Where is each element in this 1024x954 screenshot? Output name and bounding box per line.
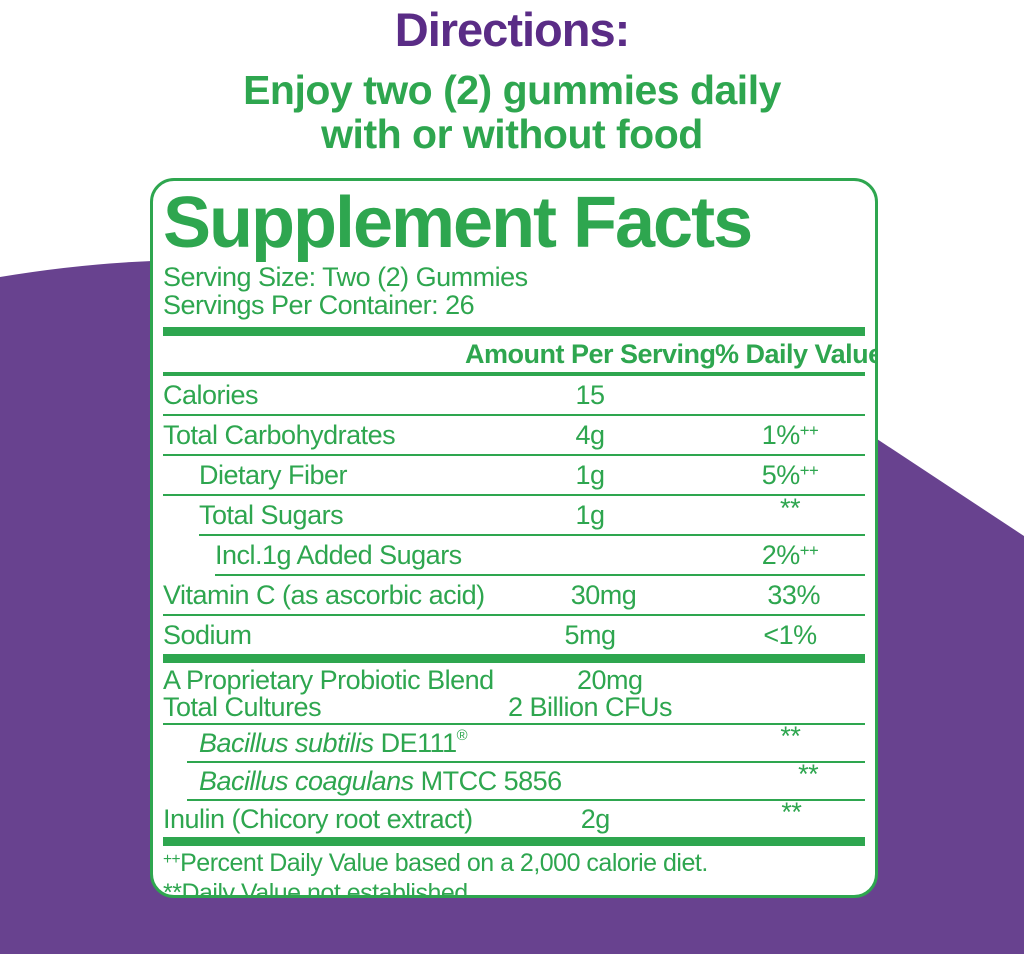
thin-divider-indented	[215, 574, 865, 576]
directions-text-line2: with or without food	[321, 111, 703, 157]
row-amount: 4g	[575, 419, 605, 450]
row-dv: 5%++	[715, 460, 865, 491]
directions-heading: Directions:	[394, 3, 631, 56]
row-amount: 15	[575, 379, 605, 410]
thin-divider	[163, 723, 865, 725]
table-row-sodium: Sodium 5mg <1%	[163, 616, 865, 654]
thick-divider	[163, 837, 865, 846]
row-amount: 1g	[575, 499, 605, 530]
row-dv: **	[718, 797, 865, 835]
row-name: Sodium	[163, 619, 252, 650]
directions-section: Directions: Enjoy two (2) gummies daily …	[0, 0, 1024, 157]
row-name: Bacillus subtilis DE111®	[163, 727, 468, 759]
footnote-marker: **	[163, 879, 182, 898]
row-dv: <1%	[763, 619, 817, 650]
thin-divider	[163, 414, 865, 416]
thick-divider	[163, 327, 865, 336]
dv-value: 2%	[761, 539, 801, 570]
row-name: Total Sugars	[199, 499, 344, 530]
strain-name: MTCC 5856	[413, 765, 563, 796]
table-row-calories: Calories 15	[163, 376, 865, 414]
thin-divider	[163, 614, 865, 616]
table-row-vitamin-c: Vitamin C (as ascorbic acid) 30mg 33%	[163, 576, 865, 614]
row-amount: 1g	[575, 459, 605, 490]
table-row-inulin: Inulin (Chicory root extract) 2g **	[163, 797, 865, 837]
footnote-text: Percent Daily Value based on a 2,000 cal…	[180, 849, 708, 877]
supplement-facts-title: Supplement Facts	[163, 183, 753, 263]
medium-divider	[163, 372, 865, 376]
table-row-added-sugars: Incl.1g Added Sugars 2%++	[163, 536, 865, 574]
thin-divider-indented	[187, 799, 865, 801]
row-dv: 33%	[767, 579, 820, 610]
dv-value: 1%	[761, 419, 801, 450]
thin-divider	[163, 454, 865, 456]
dv-footnote-marker: ++	[799, 460, 819, 480]
footnotes-section: ++Percent Daily Value based on a 2,000 c…	[163, 850, 865, 898]
row-name: Incl.1g Added Sugars	[215, 539, 462, 570]
row-name: Calories	[163, 379, 259, 410]
thick-divider	[163, 654, 865, 663]
servings-per-container: Servings Per Container: 26	[163, 290, 475, 320]
table-row-total-carbohydrates: Total Carbohydrates 4g 1%++	[163, 416, 865, 454]
row-dv: 2%++	[715, 540, 865, 571]
serving-size: Serving Size: Two (2) Gummies	[163, 262, 528, 292]
thin-divider	[163, 494, 865, 496]
table-header-row: Amount Per Serving % Daily Value	[163, 336, 878, 372]
directions-text-line1: Enjoy two (2) gummies daily	[243, 67, 781, 113]
species-name: Bacillus coagulans	[199, 765, 414, 796]
dv-value: 5%	[761, 459, 801, 490]
footnote-text: Daily Value not established.	[181, 879, 475, 898]
dv-value: **	[781, 796, 802, 827]
dv-value: **	[779, 492, 801, 523]
dv-footnote-marker: ++	[799, 540, 819, 560]
row-name: Bacillus coagulans MTCC 5856	[163, 766, 562, 797]
row-dv: 1%++	[715, 420, 865, 451]
footnote-daily-value: ++Percent Daily Value based on a 2,000 c…	[163, 850, 865, 880]
row-amount: 2 Billion CFUs	[507, 692, 673, 722]
thin-divider-indented	[199, 534, 865, 536]
row-name: Inulin (Chicory root extract)	[163, 803, 473, 834]
row-name: Vitamin C (as ascorbic acid)	[163, 579, 485, 610]
row-dv: **	[716, 721, 865, 759]
row-dv: **	[751, 759, 865, 797]
row-name: Total Cultures	[163, 692, 322, 722]
row-name: A Proprietary Probiotic Blend	[163, 665, 494, 695]
header-daily-value: % Daily Value	[715, 338, 878, 369]
registered-trademark-symbol: ®	[456, 728, 468, 745]
row-amount: 30mg	[570, 579, 637, 610]
supplement-facts-panel: Supplement Facts Serving Size: Two (2) G…	[150, 178, 878, 898]
row-name: Dietary Fiber	[199, 459, 348, 490]
table-row-dietary-fiber: Dietary Fiber 1g 5%++	[163, 456, 865, 494]
dv-footnote-marker: ++	[799, 420, 819, 440]
table-row-bacillus-subtilis: Bacillus subtilis DE111® **	[163, 721, 865, 761]
row-amount: 2g	[580, 803, 611, 834]
header-amount-per-serving: Amount Per Serving	[465, 338, 716, 369]
table-row-total-sugars: Total Sugars 1g **	[163, 493, 865, 534]
footnote-not-established: **Daily Value not established.	[163, 879, 865, 898]
thin-divider-indented	[187, 761, 865, 763]
row-name: Total Carbohydrates	[163, 419, 396, 450]
row-amount: 20mg	[576, 665, 643, 695]
dv-value: **	[780, 720, 801, 751]
row-dv: **	[715, 493, 865, 531]
dv-value: **	[798, 758, 819, 789]
species-name: Bacillus subtilis	[199, 727, 374, 758]
row-amount: 5mg	[564, 619, 616, 650]
strain-name: DE111	[373, 727, 458, 758]
table-row-bacillus-coagulans: Bacillus coagulans MTCC 5856 **	[163, 759, 865, 799]
table-row-probiotic-blend: A Proprietary Probiotic Blend 20mg Total…	[163, 663, 865, 723]
footnote-marker: ++	[163, 851, 181, 869]
